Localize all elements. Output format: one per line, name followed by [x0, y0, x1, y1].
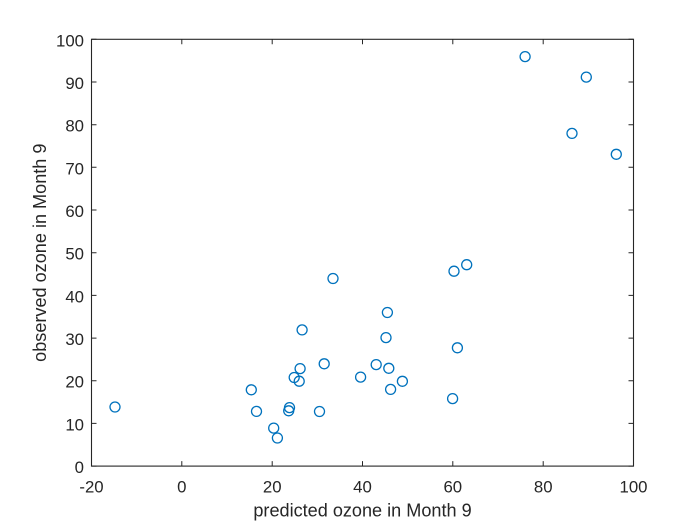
svg-text:80: 80 — [534, 478, 553, 497]
svg-text:40: 40 — [65, 287, 84, 306]
svg-text:predicted ozone in Month 9: predicted ozone in Month 9 — [253, 501, 471, 521]
svg-text:90: 90 — [65, 74, 84, 93]
svg-text:10: 10 — [65, 415, 84, 434]
svg-text:0: 0 — [177, 478, 186, 497]
svg-text:40: 40 — [353, 478, 372, 497]
svg-text:30: 30 — [65, 330, 84, 349]
svg-text:observed ozone in Month 9: observed ozone in Month 9 — [30, 144, 50, 362]
svg-text:20: 20 — [65, 373, 84, 392]
svg-text:60: 60 — [65, 202, 84, 221]
svg-text:60: 60 — [443, 478, 462, 497]
svg-text:100: 100 — [620, 478, 648, 497]
svg-text:100: 100 — [56, 31, 84, 50]
svg-text:50: 50 — [65, 245, 84, 264]
svg-text:0: 0 — [75, 458, 84, 477]
svg-text:80: 80 — [65, 117, 84, 136]
svg-text:20: 20 — [263, 478, 282, 497]
svg-text:-20: -20 — [79, 478, 103, 497]
svg-text:70: 70 — [65, 159, 84, 178]
